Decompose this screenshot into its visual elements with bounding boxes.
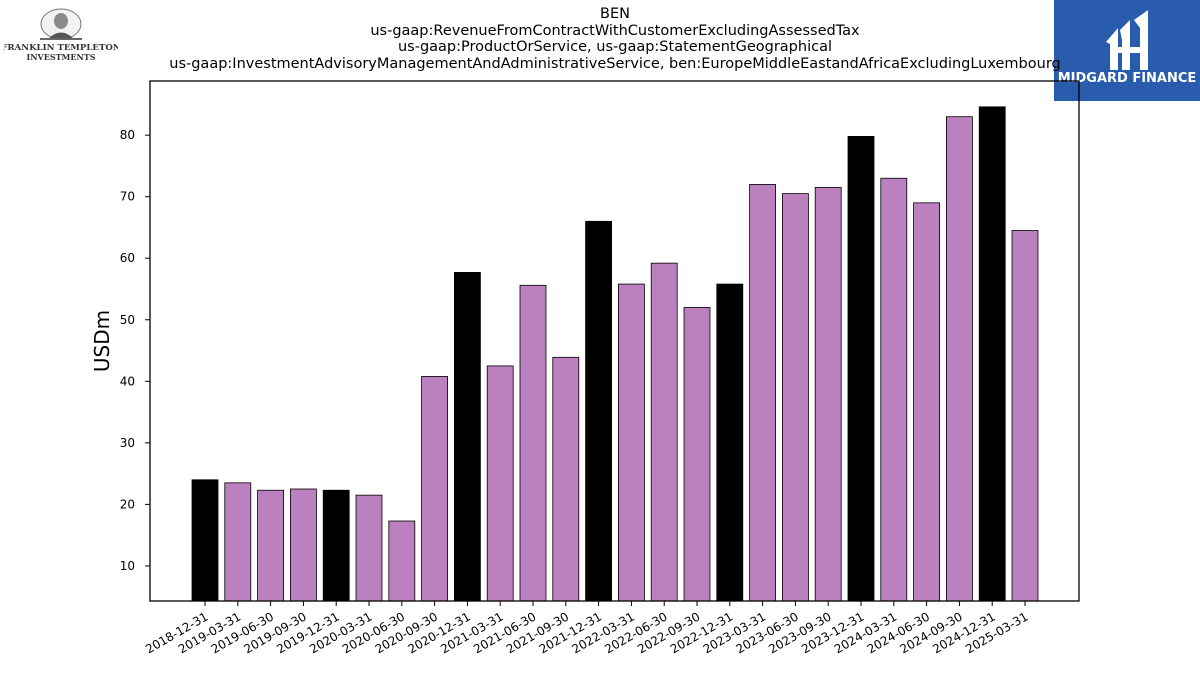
bar-2023-03-31 (749, 183, 776, 602)
midgard-logo-text: MIDGARD FINANCE (1058, 71, 1197, 86)
bar-2022-06-30 (650, 262, 678, 602)
logo-line-2: INVESTMENTS (26, 52, 95, 62)
y-tick-label: 20 (120, 497, 135, 511)
bar-2023-09-30 (814, 187, 842, 602)
bar-2025-03-31 (1011, 230, 1039, 602)
bar-2024-12-31 (978, 106, 1006, 602)
bar-2021-03-31 (486, 365, 514, 602)
y-tick-label: 10 (120, 559, 135, 573)
logo-line-1: FRANKLIN TEMPLETON (4, 43, 118, 53)
title-line-members: us-gaap:InvestmentAdvisoryManagementAndA… (169, 55, 1061, 72)
title-line-ticker: BEN (600, 6, 630, 22)
bar-2020-06-30 (388, 520, 416, 602)
midgard-emblem-icon: MIDGARD FINANCE (1058, 10, 1197, 86)
title-line-concept: us-gaap:RevenueFromContractWithCustomerE… (370, 22, 860, 39)
y-tick-label: 50 (120, 313, 135, 327)
bar-2023-12-31 (847, 135, 875, 602)
y-tick-label: 80 (120, 128, 135, 142)
bar-2022-12-31 (716, 283, 744, 602)
bar-2019-09-30 (289, 488, 317, 602)
bar-2022-09-30 (683, 307, 711, 602)
bar-2022-03-31 (618, 283, 645, 602)
y-axis: 10 20 30 40 50 60 70 80 (120, 128, 150, 573)
bar-2020-09-30 (421, 375, 449, 602)
y-tick-label: 60 (120, 251, 135, 265)
plot-frame (149, 80, 1080, 602)
bars-group (191, 106, 1039, 602)
title-line-axes: us-gaap:ProductOrService, us-gaap:Statem… (397, 39, 832, 55)
bar-2024-03-31 (880, 177, 908, 602)
midgard-finance-logo: MIDGARD FINANCE (1054, 0, 1200, 101)
bar-2019-03-31 (224, 482, 252, 602)
bar-2019-12-31 (322, 489, 350, 602)
bar-2021-09-30 (552, 356, 580, 602)
chart-title: BEN us-gaap:RevenueFromContractWithCusto… (165, 6, 1065, 72)
franklin-portrait-icon (40, 8, 82, 40)
y-tick-label: 30 (120, 436, 135, 450)
bar-2019-06-30 (257, 489, 285, 602)
bar-2021-12-31 (585, 220, 612, 602)
y-axis-label: USDm (90, 310, 114, 372)
bar-2020-03-31 (355, 494, 383, 602)
y-tick-label: 40 (120, 374, 135, 388)
bar-2023-06-30 (782, 193, 809, 602)
bar-2024-06-30 (913, 202, 940, 602)
bar-2020-12-31 (453, 271, 481, 602)
franklin-templeton-logo: FRANKLIN TEMPLETON INVESTMENTS (4, 8, 118, 62)
x-axis: 2018-12-312019-03-312019-06-302019-09-30… (143, 601, 1031, 656)
bar-2018-12-31 (191, 479, 219, 602)
bar-2021-06-30 (519, 284, 547, 602)
bar-2024-09-30 (946, 116, 973, 602)
y-tick-label: 70 (120, 190, 135, 204)
